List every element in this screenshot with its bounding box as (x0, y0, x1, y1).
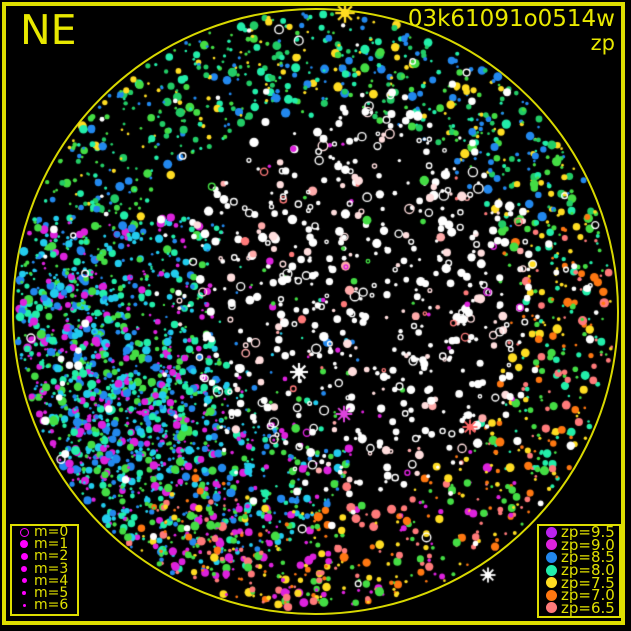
zeropoint-legend-row-label: zp=9.0 (561, 535, 615, 554)
magnitude-legend-row-swatch-icon (15, 552, 33, 560)
magnitude-legend-row-swatch-icon (15, 591, 33, 596)
zeropoint-legend-row: zp=7.0 (539, 586, 619, 605)
zeropoint-legend-row-swatch-icon (542, 539, 560, 551)
magnitude-legend-row-label: m=4 (34, 572, 69, 589)
zeropoint-legend: zp=9.5 zp=9.0 zp=8.5 zp=8.0 zp=7.5 zp=7.0 zp=6… (537, 524, 621, 618)
magnitude-legend-row-label: m=1 (34, 536, 69, 553)
magnitude-legend-row: m=1 (12, 536, 77, 553)
zeropoint-legend-row-swatch-icon (542, 526, 560, 538)
quantity-label: zp (590, 31, 615, 55)
zeropoint-legend-row-swatch-icon (542, 564, 560, 576)
magnitude-legend-row-swatch-icon (15, 527, 33, 537)
zeropoint-legend-row-label: zp=7.0 (561, 586, 615, 605)
magnitude-legend-row-swatch-icon (15, 578, 33, 584)
zeropoint-legend-row-swatch-icon (542, 589, 560, 601)
magnitude-legend-row: m=4 (12, 572, 77, 589)
zeropoint-legend-row: zp=7.5 (539, 573, 619, 592)
zeropoint-legend-row-swatch-icon (542, 602, 560, 614)
magnitude-legend-row-label: m=6 (34, 597, 69, 614)
zeropoint-legend-row: zp=8.0 (539, 561, 619, 580)
zeropoint-legend-row: zp=9.5 (539, 523, 619, 542)
zeropoint-legend-row-label: zp=9.5 (561, 523, 615, 542)
zeropoint-legend-row-label: zp=7.5 (561, 573, 615, 592)
orientation-label: NE (20, 6, 77, 54)
zeropoint-legend-row: zp=8.5 (539, 548, 619, 567)
magnitude-legend-row: m=6 (12, 597, 77, 614)
magnitude-legend-row: m=2 (12, 548, 77, 565)
magnitude-legend-row-swatch-icon (15, 565, 33, 572)
zeropoint-legend-row-swatch-icon (542, 551, 560, 563)
magnitude-legend-row-label: m=2 (34, 548, 69, 565)
zeropoint-legend-row-label: zp=8.5 (561, 548, 615, 567)
magnitude-legend-row: m=3 (12, 560, 77, 577)
magnitude-legend-row: m=5 (12, 585, 77, 602)
zeropoint-legend-row-label: zp=6.5 (561, 598, 615, 617)
zeropoint-legend-row: zp=6.5 (539, 598, 619, 617)
magnitude-legend-row-swatch-icon (15, 540, 33, 549)
magnitude-legend-row-label: m=0 (34, 524, 69, 541)
zeropoint-legend-row-swatch-icon (542, 577, 560, 589)
frame-id-label: 03k61091o0514w (407, 6, 615, 32)
zeropoint-legend-row-label: zp=8.0 (561, 561, 615, 580)
magnitude-legend-row: m=0 (12, 524, 77, 541)
magnitude-legend-row-label: m=3 (34, 560, 69, 577)
magnitude-legend-row-label: m=5 (34, 585, 69, 602)
magnitude-legend: m=0 m=1 m=2 m=3 m=4 m=5 m=6 (10, 524, 79, 616)
zeropoint-legend-row: zp=9.0 (539, 535, 619, 554)
magnitude-legend-row-swatch-icon (15, 603, 33, 607)
